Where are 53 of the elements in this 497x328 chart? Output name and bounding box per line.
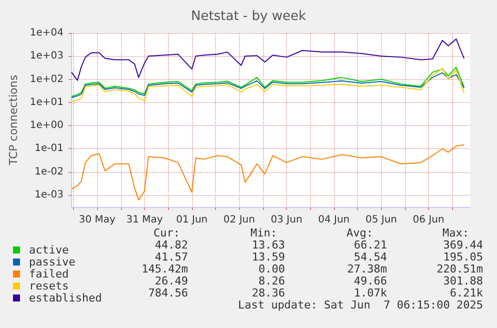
- chart-title: Netstat - by week: [191, 9, 306, 24]
- text: 66.21: [354, 238, 387, 252]
- line-series: [71, 38, 465, 81]
- text: Min:: [250, 226, 277, 240]
- text: 6.21k: [450, 286, 484, 300]
- y-tick-label: 1e+03: [30, 50, 64, 62]
- text: Cur:: [154, 226, 180, 240]
- text: 41.57: [154, 250, 188, 264]
- text: 1.07k: [354, 286, 388, 300]
- text: 220.51m: [436, 262, 484, 276]
- text: 0.00: [258, 262, 285, 276]
- x-tick-label: 05 Jun: [365, 214, 397, 226]
- line-series: [71, 144, 465, 201]
- line-series: [71, 72, 465, 98]
- y-tick-label: 1e-03: [34, 189, 64, 200]
- text: 13.59: [252, 250, 285, 264]
- y-tick-label: 1e-02: [34, 166, 64, 178]
- text: 195.05: [443, 250, 483, 264]
- y-tick-label: 1e+00: [30, 120, 64, 132]
- text: 145.42m: [142, 262, 188, 276]
- line-series: [71, 68, 465, 102]
- legend-label: failed: [29, 268, 69, 280]
- text: 28.36: [252, 286, 285, 300]
- text: Avg:: [346, 226, 373, 240]
- text: 44.82: [154, 238, 188, 252]
- x-tick-label: 02 Jun: [223, 214, 255, 226]
- legend-label: established: [29, 292, 102, 304]
- text: 8.26: [258, 274, 285, 288]
- y-tick-label: 1e+04: [30, 28, 64, 38]
- x-tick-label: 30 May: [78, 214, 116, 226]
- text: 13.63: [252, 238, 285, 252]
- legend-label: resets: [29, 280, 69, 292]
- text: 49.66: [354, 274, 387, 288]
- y-tick-label: 1e-01: [34, 143, 64, 154]
- text: Max:: [442, 226, 469, 240]
- y-tick-label: 1e+02: [30, 74, 64, 85]
- text: 54.54: [354, 250, 388, 264]
- x-tick-label: 06 Jun: [412, 214, 444, 226]
- text: 301.88: [443, 274, 483, 288]
- line-series: [71, 66, 465, 97]
- text: Last update: Sat Jun 7 06:15:00 2025: [238, 298, 483, 312]
- x-tick-label: 04 Jun: [318, 214, 350, 226]
- legend-label: passive: [29, 256, 76, 268]
- text: 27.38m: [347, 262, 388, 276]
- text: 369.44: [443, 238, 484, 252]
- text: 26.49: [154, 274, 188, 288]
- y-axis-title: TCP connections: [7, 74, 20, 166]
- x-tick-label: 31 May: [126, 214, 163, 226]
- x-tick-label: 01 Jun: [176, 214, 208, 226]
- text: 784.56: [148, 286, 188, 300]
- y-tick-label: 1e+01: [30, 96, 64, 108]
- x-tick-label: 03 Jun: [270, 214, 302, 226]
- legend-label: active: [29, 244, 69, 256]
